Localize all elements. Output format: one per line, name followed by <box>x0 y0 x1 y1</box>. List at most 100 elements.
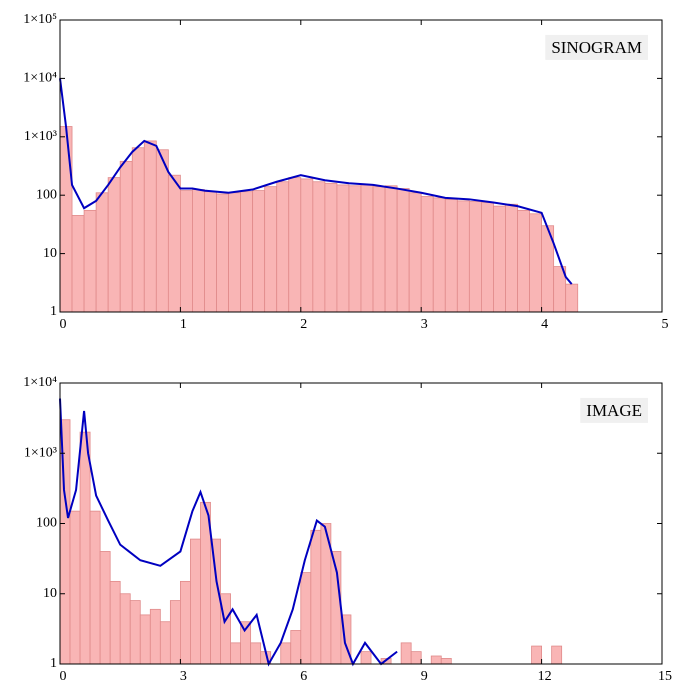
x-tick-label: 15 <box>658 669 672 684</box>
bar <box>79 431 91 665</box>
bar <box>565 283 579 313</box>
bar <box>89 510 101 665</box>
bar <box>505 203 518 313</box>
bar <box>109 580 121 665</box>
bar <box>408 192 422 313</box>
bar <box>252 190 266 313</box>
bar <box>276 181 290 313</box>
bar <box>324 182 338 313</box>
y-tick-label: 10 <box>43 586 57 601</box>
bar <box>288 177 302 313</box>
bar <box>360 184 374 313</box>
line <box>59 398 398 667</box>
bar <box>410 651 422 665</box>
y-tick-label: 1×10⁴ <box>23 375 57 390</box>
bar <box>280 642 292 665</box>
bar <box>440 658 452 665</box>
y-tick-label: 1 <box>50 656 57 671</box>
bar <box>310 529 322 665</box>
bar <box>129 600 141 665</box>
y-tick-label: 1×10³ <box>24 129 57 144</box>
x-tick-label: 2 <box>300 317 307 332</box>
bar <box>69 510 81 665</box>
bar <box>300 572 312 665</box>
x-tick-label: 12 <box>538 669 552 684</box>
bar <box>336 184 350 313</box>
bar <box>204 191 217 313</box>
annotation-bg <box>580 397 648 423</box>
bar <box>230 642 241 665</box>
y-tick-label: 1×10⁴ <box>23 71 57 86</box>
bar <box>167 174 181 313</box>
bar <box>384 185 398 313</box>
y-tick-label: 100 <box>36 187 57 202</box>
bar <box>190 538 201 665</box>
bar <box>131 147 145 313</box>
y-tick-label: 1×10³ <box>24 445 57 460</box>
x-tick-label: 0 <box>60 317 67 332</box>
bar <box>468 201 482 313</box>
plot-frame <box>59 19 663 313</box>
bar <box>83 209 97 313</box>
bar <box>430 655 442 665</box>
bar <box>312 181 326 313</box>
bar <box>300 178 314 313</box>
bar <box>216 193 229 313</box>
bar <box>529 213 542 313</box>
y-tick-label: 1 <box>50 304 57 319</box>
bar <box>192 189 205 313</box>
bar <box>444 198 458 313</box>
bar <box>71 215 85 313</box>
bar <box>179 190 193 313</box>
x-tick-label: 3 <box>180 669 187 684</box>
x-tick-label: 3 <box>421 317 428 332</box>
bar <box>372 186 386 313</box>
bar <box>264 186 278 313</box>
bar <box>531 645 542 665</box>
bar <box>159 621 171 665</box>
bar <box>59 419 71 665</box>
bar <box>480 202 494 313</box>
x-tick-label: 6 <box>300 669 307 684</box>
x-tick-label: 4 <box>541 317 548 332</box>
y-tick-label: 1×10⁵ <box>23 12 57 27</box>
bar <box>240 191 254 313</box>
line <box>59 78 573 285</box>
bar <box>493 205 506 313</box>
bar <box>169 600 181 665</box>
bar <box>119 593 131 665</box>
bar <box>155 149 169 313</box>
bar <box>59 126 73 313</box>
annotation-text: IMAGE <box>586 401 642 420</box>
bar <box>551 645 563 665</box>
bar <box>107 177 121 313</box>
x-tick-label: 1 <box>180 317 187 332</box>
x-tick-label: 0 <box>60 669 67 684</box>
bar <box>396 188 410 313</box>
bar <box>149 608 161 665</box>
bar <box>517 209 530 313</box>
y-tick-label: 100 <box>36 516 57 531</box>
bar <box>228 192 241 313</box>
annotation-bg <box>545 34 648 60</box>
bar <box>119 160 133 313</box>
bar <box>348 185 362 313</box>
annotation-text: SINOGRAM <box>551 38 642 57</box>
bar <box>290 630 302 665</box>
bar <box>400 642 412 665</box>
bar <box>420 196 434 313</box>
annotation: SINOGRAM <box>545 34 648 60</box>
bar <box>179 580 191 665</box>
x-tick-label: 9 <box>421 669 428 684</box>
bar <box>456 200 470 313</box>
bar <box>432 197 446 313</box>
bar <box>210 538 221 665</box>
bar <box>99 551 111 665</box>
bar <box>95 192 109 313</box>
x-tick-label: 5 <box>662 317 669 332</box>
bar <box>139 614 151 665</box>
annotation: IMAGE <box>580 397 648 423</box>
bar <box>360 651 372 665</box>
bar <box>143 140 157 313</box>
